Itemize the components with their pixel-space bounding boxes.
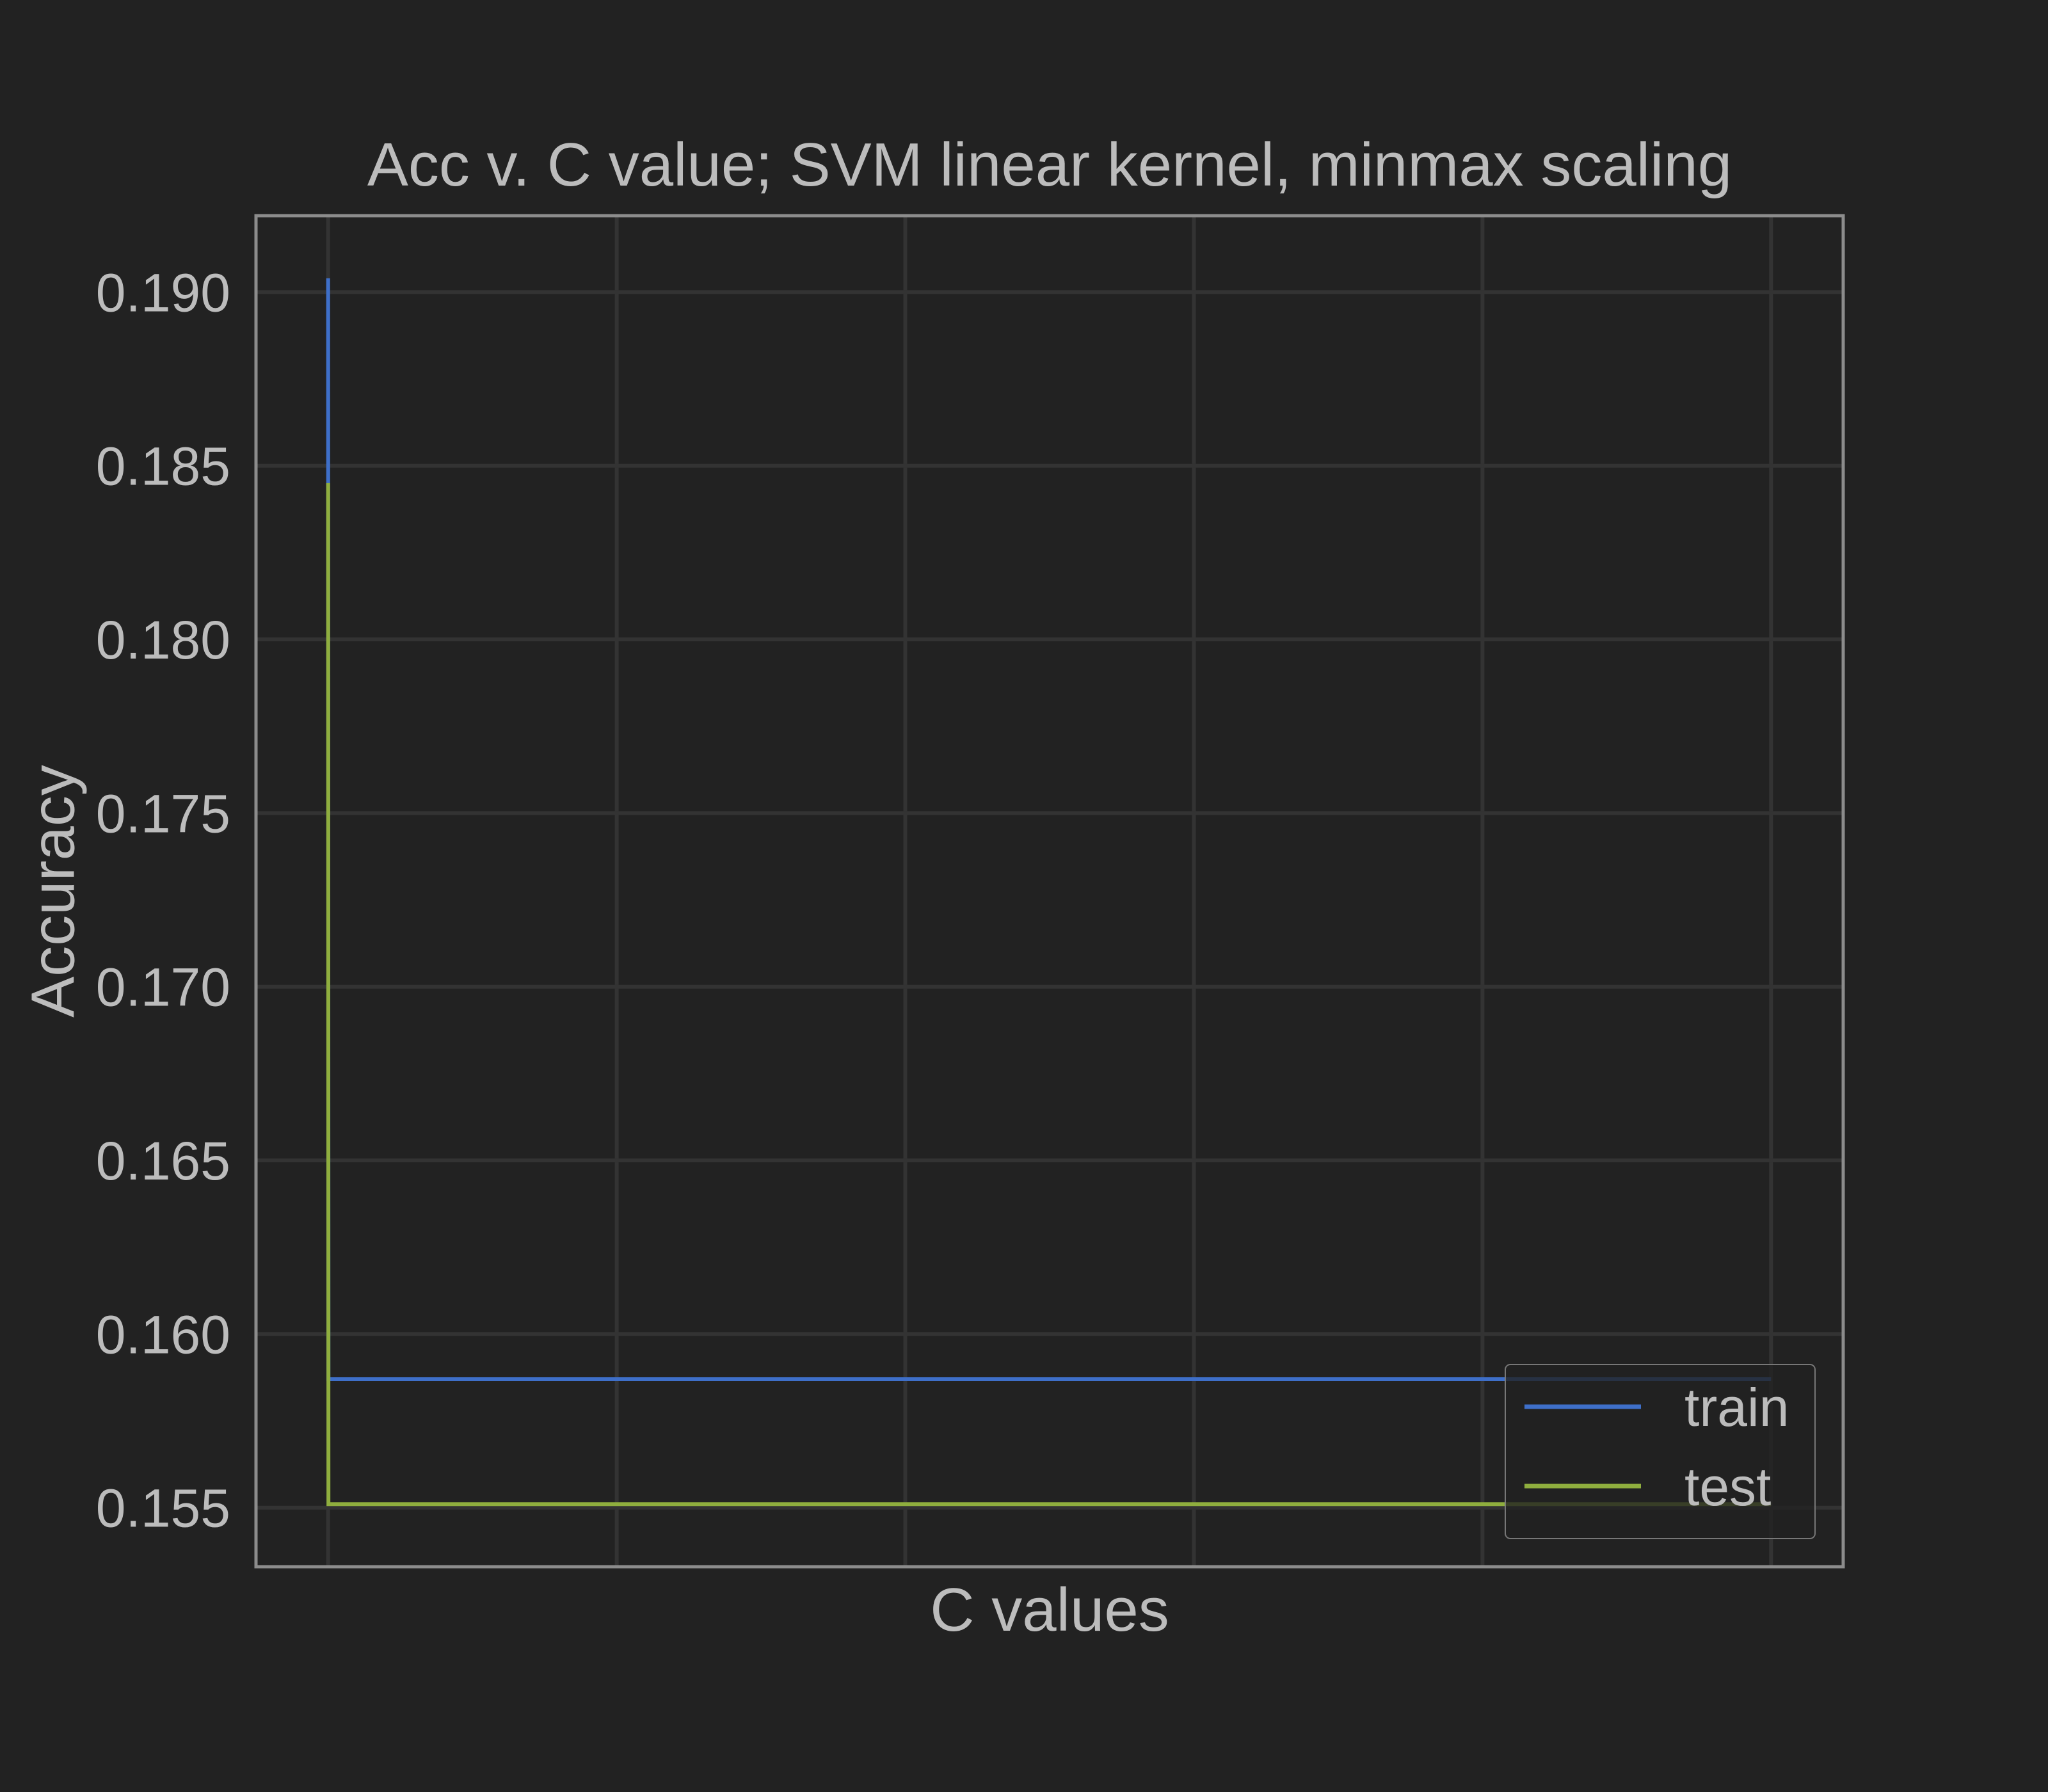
chart-title: Acc v. C value; SVM linear kernel, minma… bbox=[367, 131, 1732, 199]
y-tick-label: 0.190 bbox=[96, 262, 230, 323]
legend-label-test: test bbox=[1684, 1457, 1771, 1517]
y-tick-label: 0.155 bbox=[96, 1478, 230, 1539]
grid bbox=[256, 216, 1843, 1567]
series-line-train bbox=[326, 278, 1772, 1381]
y-tick-label: 0.170 bbox=[96, 957, 230, 1018]
y-tick-label: 0.185 bbox=[96, 436, 230, 497]
y-tick-label: 0.180 bbox=[96, 610, 230, 670]
y-tick-label: 0.160 bbox=[96, 1304, 230, 1364]
plot-frame bbox=[254, 214, 1845, 1569]
y-axis-ticks: 0.155 0.160 0.165 0.170 0.175 0.180 0.185 0.190 bbox=[96, 262, 230, 1538]
y-axis-label: Accuracy bbox=[19, 765, 87, 1018]
y-tick-label: 0.165 bbox=[96, 1131, 230, 1191]
y-tick-label: 0.175 bbox=[96, 783, 230, 844]
x-axis-label: C values bbox=[930, 1576, 1169, 1644]
series-line-test bbox=[326, 483, 1772, 1507]
legend: train test bbox=[1505, 1364, 1816, 1539]
legend-label-train: train bbox=[1684, 1377, 1789, 1437]
series-lines bbox=[326, 278, 1772, 1507]
